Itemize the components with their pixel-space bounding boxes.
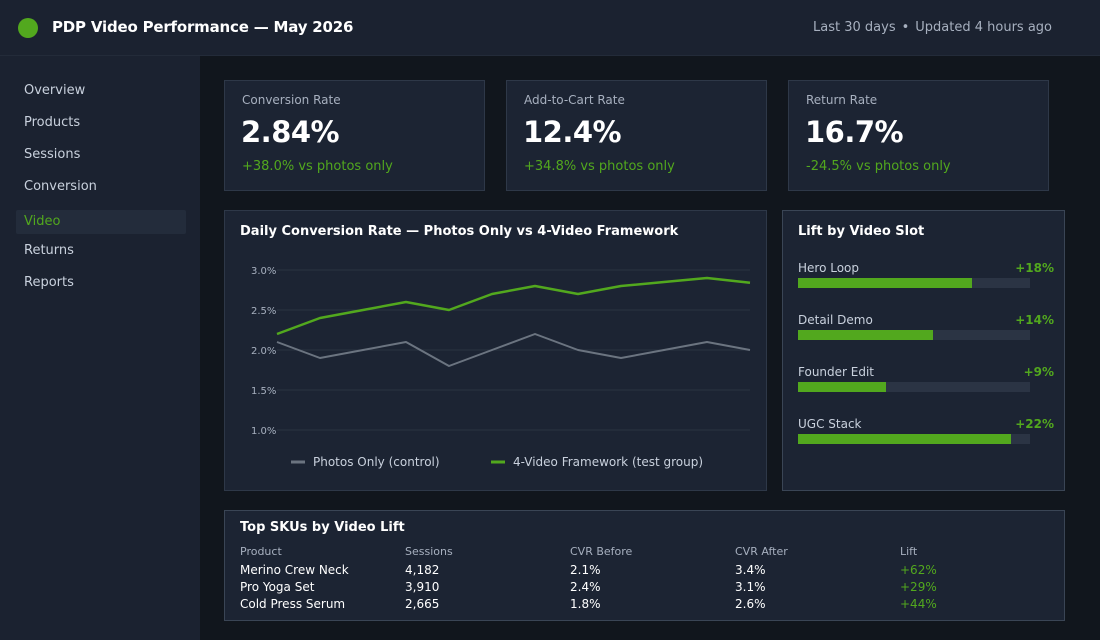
column-header-cvr-before[interactable]: CVR Before [570,544,633,558]
column-header-product[interactable]: Product [240,544,282,558]
column-header-sessions[interactable]: Sessions [405,544,453,558]
slot-bar-fill [798,330,933,340]
kpi-card-add-to-cart-rate: Add-to-Cart Rate 12.4% +34.8% vs photos … [506,80,767,191]
kpi-label: Return Rate [806,93,878,107]
header-meta: Last 30 days • Updated 4 hours ago [813,20,1052,35]
meta-separator: • [901,20,910,35]
slot-lift-value: +18% [1015,261,1054,275]
y-tick-label: 1.5% [251,386,276,397]
updated-timestamp: Updated 4 hours ago [915,20,1052,35]
kpi-label: Add-to-Cart Rate [524,93,625,107]
cell-cvr-after: 3.4% [735,562,766,577]
sidebar-item-products[interactable]: Products [24,115,81,130]
y-tick-label: 2.0% [251,346,276,357]
kpi-card-conversion-rate: Conversion Rate 2.84% +38.0% vs photos o… [224,80,485,191]
lift-by-slot-panel: Lift by Video Slot Hero Loop +18% Detail D… [782,210,1065,491]
sidebar-item-video[interactable]: Video [16,210,186,234]
slot-bar-track [798,278,1030,288]
brand-logo-icon [18,18,38,38]
cell-cvr-after: 3.1% [735,579,766,594]
slot-bar-fill [798,434,1012,444]
cell-cvr-after: 2.6% [735,596,766,611]
table-row[interactable]: Cold Press Serum 2,665 1.8% 2.6% +44% [240,595,1040,612]
slot-lift-value: +9% [1023,365,1054,379]
cell-product: Pro Yoga Set [240,579,315,594]
slot-label: UGC Stack [798,417,862,431]
kpi-card-return-rate: Return Rate 16.7% -24.5% vs photos only [788,80,1049,191]
series-line-photos-only [276,333,751,367]
table-row[interactable]: Pro Yoga Set 3,910 2.4% 3.1% +29% [240,578,1040,595]
line-chart: 1.0% 1.5% 2.0% 2.5% 3.0% Photos Only (control… [251,266,751,469]
top-bar: PDP Video Performance — May 2026 Last 30… [0,0,1100,56]
kpi-label: Conversion Rate [242,93,341,107]
slot-label: Founder Edit [798,365,875,379]
slot-bar-track [798,382,1030,392]
page-title: PDP Video Performance — May 2026 [52,18,354,36]
series-line-video-framework [276,276,751,336]
column-header-lift[interactable]: Lift [900,544,918,558]
legend-label: Photos Only (control) [313,455,440,469]
y-tick-label: 1.0% [251,426,276,437]
y-tick-label: 2.5% [251,306,276,317]
cell-cvr-before: 1.8% [570,596,601,611]
sidebar-item-sessions[interactable]: Sessions [24,147,81,162]
slot-lift-value: +14% [1015,313,1054,327]
slot-bar-track [798,330,1030,340]
cell-cvr-before: 2.1% [570,562,601,577]
sidebar: Overview Products Sessions Conversion Vi… [0,56,200,640]
slot-panel-title: Lift by Video Slot [798,224,925,239]
table-header-row: Product Sessions CVR Before CVR After Li… [240,541,1040,561]
sidebar-item-reports[interactable]: Reports [24,275,74,290]
cell-lift: +44% [900,596,937,611]
cell-product: Cold Press Serum [240,596,346,611]
sku-table: Product Sessions CVR Before CVR After Li… [240,541,1040,612]
sidebar-item-returns[interactable]: Returns [24,243,74,258]
slot-label: Detail Demo [798,313,873,327]
slot-bar-fill [798,278,972,288]
sku-table-title: Top SKUs by Video Lift [240,520,405,535]
cell-sessions: 4,182 [405,562,440,577]
top-skus-panel: Top SKUs by Video Lift Product Sessions … [224,510,1065,621]
cell-sessions: 3,910 [405,579,440,594]
kpi-delta: -24.5% vs photos only [806,159,951,174]
sidebar-item-overview[interactable]: Overview [24,83,86,98]
y-tick-label: 3.0% [251,266,276,277]
kpi-value: 2.84% [241,115,340,149]
kpi-value: 12.4% [523,115,622,149]
slot-bar-track [798,434,1030,444]
kpi-delta: +34.8% vs photos only [524,159,675,174]
daily-conversion-chart-panel: Daily Conversion Rate — Photos Only vs 4… [224,210,767,491]
cell-lift: +62% [900,562,937,577]
chart-title: Daily Conversion Rate — Photos Only vs 4… [240,224,679,239]
sidebar-item-conversion[interactable]: Conversion [24,179,97,194]
cell-cvr-before: 2.4% [570,579,601,594]
kpi-delta: +38.0% vs photos only [242,159,393,174]
cell-product: Merino Crew Neck [240,562,349,577]
cell-lift: +29% [900,579,937,594]
kpi-value: 16.7% [805,115,904,149]
legend-label: 4-Video Framework (test group) [513,455,703,469]
slot-bar-fill [798,382,887,392]
slot-lift-value: +22% [1015,417,1054,431]
slot-label: Hero Loop [798,261,860,275]
date-range-label[interactable]: Last 30 days [813,20,896,35]
column-header-cvr-after[interactable]: CVR After [735,544,788,558]
cell-sessions: 2,665 [405,596,440,611]
table-row[interactable]: Merino Crew Neck 4,182 2.1% 3.4% +62% [240,561,1040,578]
